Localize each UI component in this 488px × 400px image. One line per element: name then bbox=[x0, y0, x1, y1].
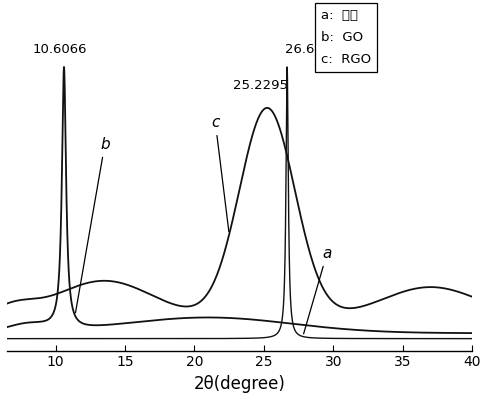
Text: c: c bbox=[211, 115, 229, 232]
Text: 26.6715: 26.6715 bbox=[285, 43, 340, 56]
X-axis label: 2θ(degree): 2θ(degree) bbox=[194, 375, 285, 393]
Text: 25.2295: 25.2295 bbox=[233, 78, 288, 92]
Text: 10.6066: 10.6066 bbox=[33, 43, 87, 56]
Text: a: a bbox=[304, 246, 332, 334]
Text: b: b bbox=[76, 137, 110, 313]
Text: a:  石墨
b:  GO
c:  RGO: a: 石墨 b: GO c: RGO bbox=[321, 9, 371, 66]
